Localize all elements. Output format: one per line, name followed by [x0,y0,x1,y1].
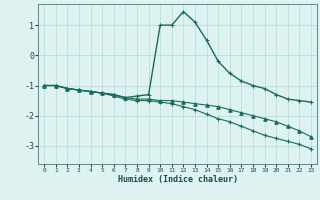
X-axis label: Humidex (Indice chaleur): Humidex (Indice chaleur) [118,175,238,184]
